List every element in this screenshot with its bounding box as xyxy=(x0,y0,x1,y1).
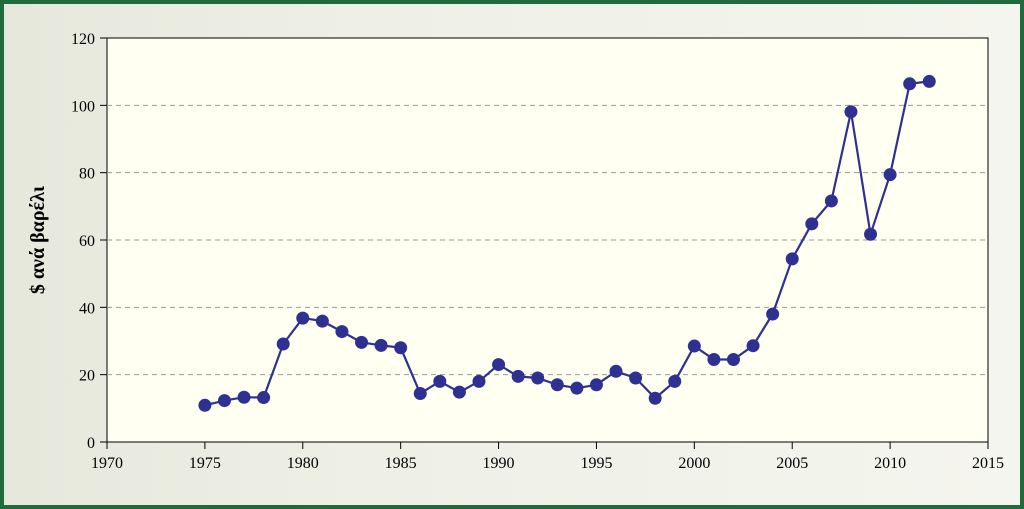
data-point xyxy=(707,353,721,367)
data-point xyxy=(237,390,251,404)
y-tick-label: 0 xyxy=(87,435,95,452)
data-point xyxy=(492,358,506,372)
data-point xyxy=(609,364,623,378)
x-tick-label: 1975 xyxy=(189,455,221,472)
data-point xyxy=(570,381,584,395)
data-point xyxy=(844,105,858,119)
data-point xyxy=(922,74,936,88)
y-tick-label: 20 xyxy=(79,368,95,385)
data-point xyxy=(355,335,369,349)
x-tick-label: 1995 xyxy=(580,455,612,472)
data-point xyxy=(531,371,545,385)
y-tick-label: 40 xyxy=(79,300,95,317)
gridlines xyxy=(107,104,988,376)
data-point xyxy=(315,314,329,328)
data-point xyxy=(198,398,212,412)
y-tick-labels: 0 20 40 60 80 100 120 xyxy=(71,31,95,452)
y-tick-label: 100 xyxy=(71,98,95,115)
x-tick-label: 1980 xyxy=(287,455,319,472)
data-point xyxy=(687,339,701,353)
data-point xyxy=(217,394,231,408)
line-chart: 0 20 40 60 80 100 120 1970 1975 1980 1985 1990 1995… xyxy=(27,31,1004,472)
data-point xyxy=(374,338,388,352)
data-point xyxy=(766,307,780,321)
data-point xyxy=(550,378,564,392)
x-tick-labels: 1970 1975 1980 1985 1990 1995 2000 2005 2010 2015 xyxy=(91,455,1004,472)
data-point xyxy=(511,369,525,383)
data-point xyxy=(883,168,897,182)
data-point xyxy=(864,227,878,241)
data-point xyxy=(746,339,760,353)
data-point xyxy=(726,353,740,367)
data-point xyxy=(452,385,466,399)
x-tick-label: 2010 xyxy=(874,455,906,472)
y-axis-title: $ ανά βαρέλι xyxy=(27,185,49,294)
x-tick-label: 2005 xyxy=(776,455,808,472)
data-point xyxy=(257,391,271,405)
data-points xyxy=(198,74,936,412)
x-tick-label: 1970 xyxy=(91,455,123,472)
data-point xyxy=(472,374,486,388)
data-point xyxy=(805,217,819,231)
data-point xyxy=(335,325,349,339)
data-point xyxy=(296,311,310,325)
data-point xyxy=(629,371,643,385)
data-point xyxy=(589,378,603,392)
y-tick-label: 60 xyxy=(79,233,95,250)
x-tick-label: 1985 xyxy=(385,455,417,472)
data-point xyxy=(413,387,427,401)
data-point xyxy=(648,391,662,405)
data-point xyxy=(668,374,682,388)
data-point xyxy=(824,194,838,208)
data-point xyxy=(276,337,290,351)
data-point xyxy=(433,374,447,388)
x-tick-label: 2015 xyxy=(972,455,1004,472)
x-tick-label: 2000 xyxy=(678,455,710,472)
data-point xyxy=(394,341,408,355)
x-tick-label: 1990 xyxy=(483,455,515,472)
axes xyxy=(100,37,989,449)
data-point xyxy=(785,252,799,266)
data-point xyxy=(903,77,917,91)
y-tick-label: 120 xyxy=(71,31,95,48)
y-tick-label: 80 xyxy=(79,166,95,183)
